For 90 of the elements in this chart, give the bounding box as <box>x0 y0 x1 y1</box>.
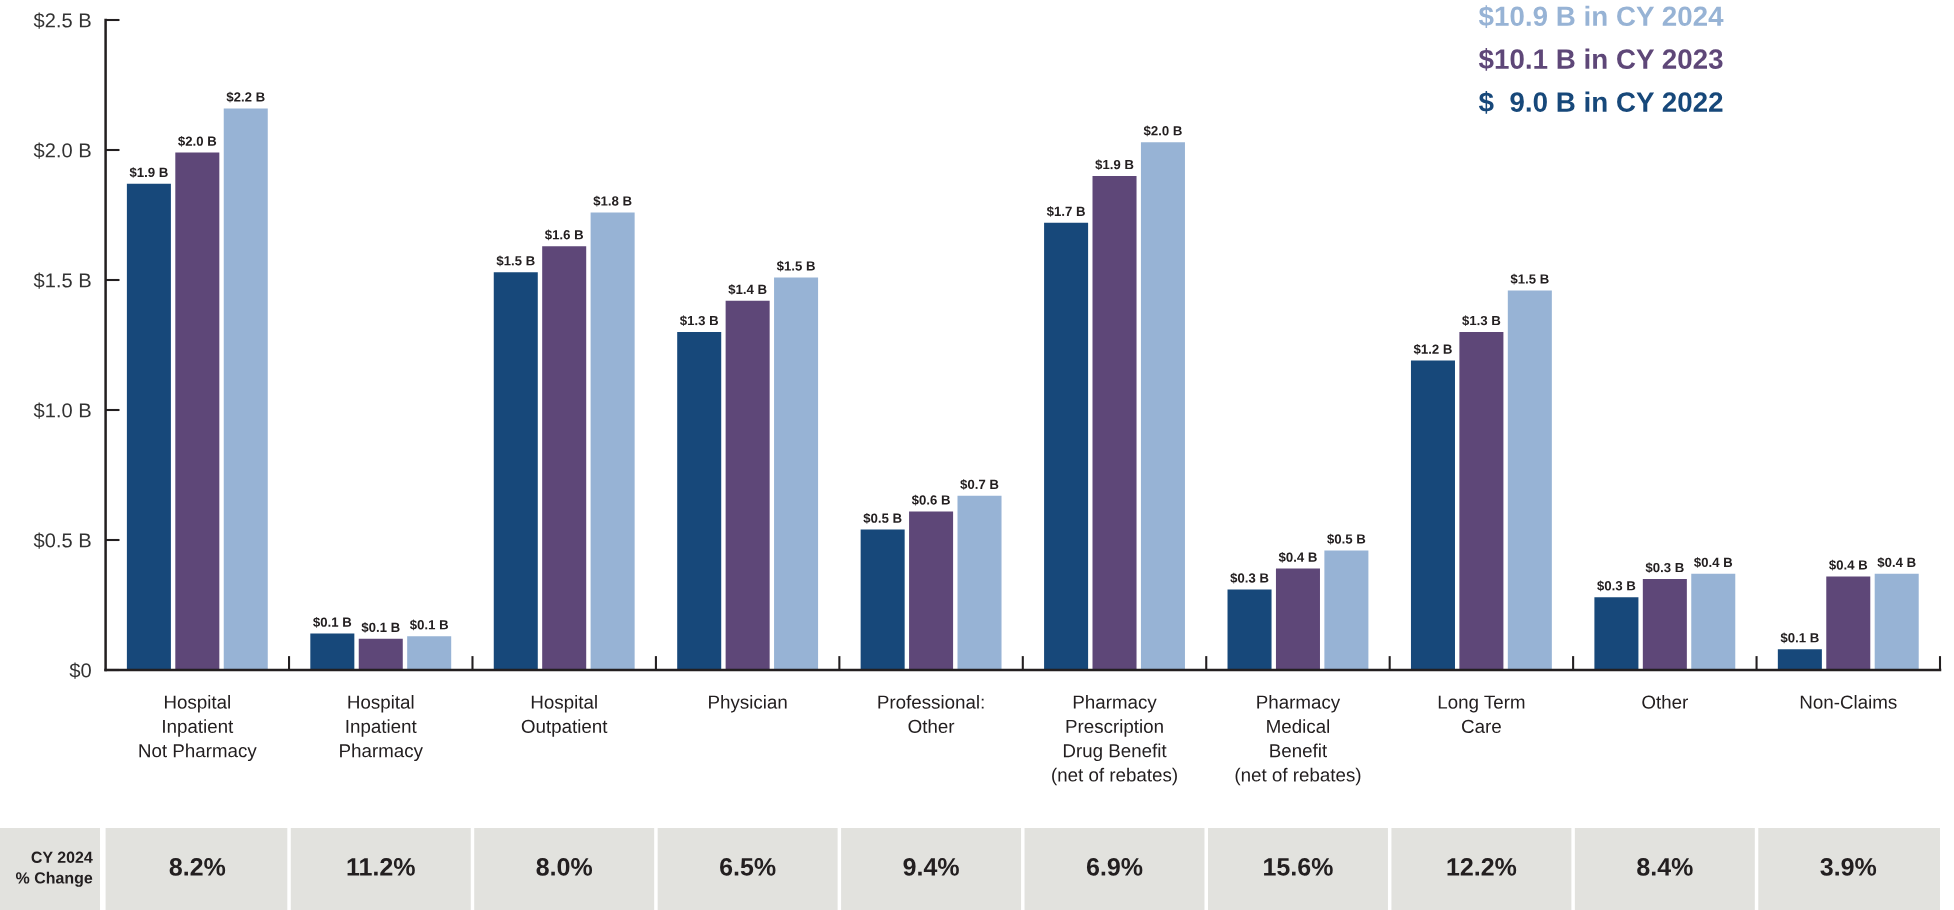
data-label: $1.3 B <box>679 315 719 327</box>
bar <box>1044 222 1089 670</box>
text: 8.4% <box>1637 858 1693 876</box>
data-label: $0.3 B <box>1230 572 1269 584</box>
data-label: $2.0 B <box>1143 125 1182 137</box>
bar <box>1227 589 1272 670</box>
data-label: $1.4 B <box>728 284 767 295</box>
bar <box>1777 649 1822 670</box>
data-label: $0.3 B <box>1597 580 1636 592</box>
bar <box>1410 360 1455 670</box>
bar <box>1275 568 1320 670</box>
text: 6.9% <box>1086 858 1143 876</box>
text: CY 2024 % Change <box>15 851 93 887</box>
bar <box>909 511 954 670</box>
text: 9.4% <box>903 858 959 876</box>
bar <box>590 212 635 670</box>
y-tick-label: $0.5 B <box>33 532 91 549</box>
x-tick-label: Long Term Care <box>1438 695 1525 734</box>
x-tick-label: Other <box>1642 695 1688 709</box>
bar <box>725 300 770 670</box>
bar <box>310 633 355 670</box>
bar <box>1092 176 1137 670</box>
y-tick-label: $1.5 B <box>33 272 91 289</box>
x-tick-label: Pharmacy Prescription Drug Benefit (net of rebates) <box>1052 695 1177 786</box>
bar <box>1874 573 1919 670</box>
text: 8.2% <box>169 858 226 876</box>
text: 12.2% <box>1447 858 1517 876</box>
data-label: $0.6 B <box>911 494 950 506</box>
y-tick-label: $2.0 B <box>33 142 91 159</box>
bar <box>1691 573 1736 670</box>
x-tick-label: Hospital Inpatient Pharmacy <box>340 695 423 762</box>
bar <box>1507 290 1552 670</box>
bar <box>1826 576 1871 670</box>
bar <box>126 183 171 670</box>
data-label: $0.1 B <box>313 616 352 628</box>
data-label: $1.7 B <box>1046 206 1085 217</box>
text: 15.6% <box>1264 858 1333 876</box>
data-label: $1.5 B <box>776 260 815 272</box>
bar <box>1324 550 1369 670</box>
text: 3.9% <box>1820 858 1877 876</box>
bar <box>542 246 587 670</box>
y-tick-label: $1.0 B <box>33 402 91 419</box>
data-label: $0.4 B <box>1694 557 1733 568</box>
bar <box>860 529 905 670</box>
y-tick-label: $2.5 B <box>33 12 91 29</box>
bar <box>175 152 220 670</box>
bar <box>1140 142 1185 670</box>
data-label: $0.1 B <box>1780 632 1819 644</box>
y-tick-label: $0 <box>69 662 91 679</box>
bar <box>223 108 268 670</box>
bar <box>957 495 1002 670</box>
data-label: $0.4 B <box>1829 559 1868 571</box>
data-label: $0.1 B <box>409 619 449 631</box>
data-label: $0.4 B <box>1278 551 1317 563</box>
data-label: $0.3 B <box>1645 562 1684 574</box>
x-tick-label: Non-Claims <box>1800 695 1897 709</box>
bar <box>407 636 452 670</box>
bar <box>1642 579 1687 670</box>
text: $10.9 B in CY 2024 <box>1478 5 1724 28</box>
text: 8.0% <box>536 858 593 876</box>
data-label: $1.2 B <box>1413 343 1452 355</box>
data-label: $1.5 B <box>1510 273 1549 285</box>
x-tick-label: Pharmacy Medical Benefit (net of rebates) <box>1235 695 1361 786</box>
text: $10.1 B in CY 2023 <box>1478 48 1723 71</box>
data-label: $1.8 B <box>593 195 632 207</box>
x-tick-label: Professional: Other <box>878 695 984 734</box>
data-label: $1.9 B <box>1095 159 1134 171</box>
bar <box>677 332 722 670</box>
data-label: $1.9 B <box>129 167 168 178</box>
text: 11.2% <box>347 858 415 876</box>
data-label: $0.1 B <box>361 622 400 633</box>
x-tick-label: Hospital Inpatient Not Pharmacy <box>139 695 257 762</box>
data-label: $0.5 B <box>1327 533 1366 545</box>
data-label: $0.5 B <box>863 512 902 524</box>
bar <box>1594 597 1639 670</box>
x-tick-label: Hospital Outpatient <box>521 695 608 737</box>
x-tick-label: Physician <box>709 695 787 713</box>
text: $ 9.0 B in CY 2022 <box>1478 91 1723 114</box>
bar <box>774 277 819 670</box>
data-label: $2.0 B <box>178 135 217 147</box>
data-label: $1.5 B <box>496 255 535 267</box>
bar <box>493 272 538 670</box>
data-label: $2.2 B <box>226 91 265 103</box>
data-label: $0.7 B <box>960 479 999 490</box>
text: 6.5% <box>720 858 776 876</box>
data-label: $1.6 B <box>544 229 584 241</box>
data-label: $0.4 B <box>1877 557 1916 568</box>
data-label: $1.3 B <box>1462 315 1501 327</box>
bar <box>1459 332 1504 670</box>
bar <box>358 638 403 670</box>
